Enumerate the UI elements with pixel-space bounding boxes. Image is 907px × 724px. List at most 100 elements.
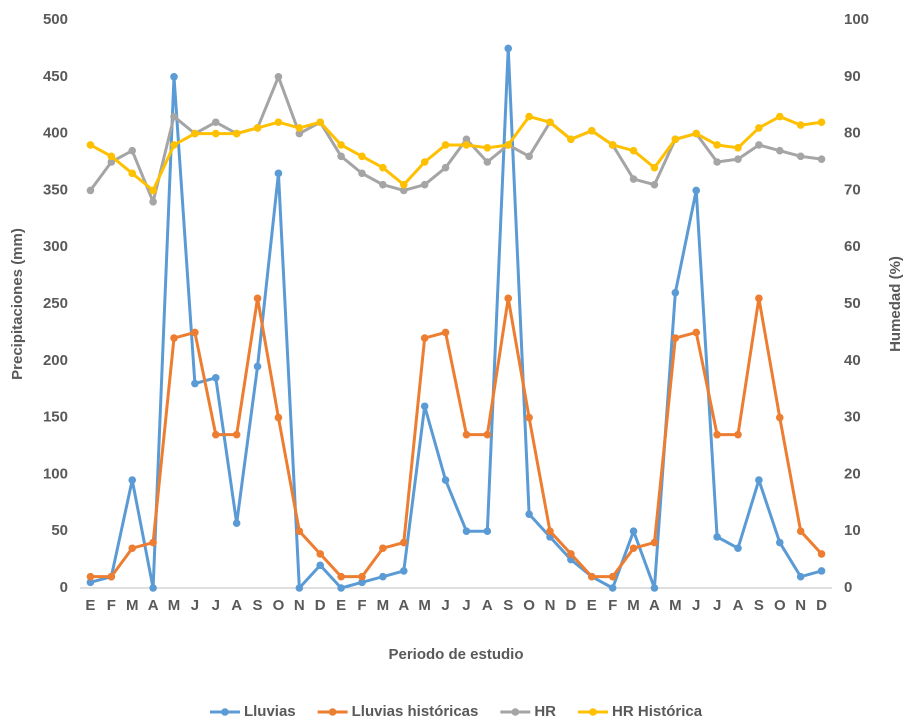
data-point	[734, 544, 742, 553]
data-point	[462, 527, 471, 535]
data-point	[316, 550, 325, 558]
data-point	[86, 141, 95, 149]
data-point	[399, 538, 408, 547]
legend-swatch-marker	[511, 708, 520, 716]
data-point	[107, 152, 116, 161]
x-tick-label: A	[398, 597, 409, 614]
x-tick-label: J	[212, 597, 220, 614]
data-point	[358, 578, 366, 587]
data-point	[546, 527, 554, 535]
y-tick-label: 0	[60, 579, 68, 596]
data-point	[170, 73, 178, 81]
x-tick-label: D	[565, 597, 576, 614]
x-tick-label: A	[231, 597, 242, 614]
data-point	[796, 572, 805, 581]
data-point	[817, 567, 826, 575]
data-point	[128, 169, 137, 178]
data-point	[379, 572, 387, 581]
data-point	[379, 180, 387, 189]
data-point	[817, 155, 826, 163]
data-point	[441, 141, 450, 149]
data-point	[525, 413, 533, 422]
legend-swatch-marker	[221, 708, 229, 716]
y-tick-label: 350	[43, 181, 68, 198]
x-tick-label: S	[503, 597, 513, 614]
series-line	[89, 75, 822, 204]
data-point	[483, 158, 492, 166]
data-point	[483, 430, 492, 439]
data-point	[504, 141, 513, 149]
data-point	[775, 413, 784, 422]
data-point	[713, 141, 721, 149]
x-axis-title: Periodo de estudio	[388, 646, 523, 663]
data-point	[399, 186, 408, 195]
data-point	[567, 550, 575, 558]
x-tick-label: S	[253, 597, 263, 614]
data-point	[316, 561, 325, 570]
data-point	[379, 163, 387, 172]
y-tick-label: 50	[51, 522, 68, 539]
data-point	[713, 430, 721, 439]
data-point	[232, 519, 241, 528]
data-point	[86, 578, 95, 587]
y2-tick-label: 10	[844, 522, 861, 539]
y-tick-label: 200	[43, 352, 68, 369]
data-point	[211, 129, 220, 138]
data-point	[295, 129, 304, 138]
data-point	[399, 180, 408, 189]
data-point	[274, 169, 283, 178]
data-point	[316, 118, 325, 127]
y2-tick-label: 50	[844, 295, 861, 312]
data-point	[399, 567, 408, 575]
legend-item: HR	[500, 703, 556, 720]
data-point	[128, 146, 137, 155]
data-point	[274, 413, 283, 422]
data-point	[149, 538, 157, 547]
data-point	[295, 124, 304, 132]
data-point	[525, 112, 533, 121]
x-tick-label: M	[377, 597, 390, 614]
data-point	[796, 527, 805, 535]
x-tick-label: D	[816, 597, 827, 614]
data-point	[587, 126, 596, 135]
x-tick-label: E	[587, 597, 597, 614]
data-point	[441, 328, 450, 337]
data-point	[170, 112, 178, 121]
data-point	[232, 129, 241, 138]
data-point	[629, 175, 638, 183]
data-point	[525, 510, 533, 518]
data-point	[483, 527, 492, 535]
x-tick-label: M	[669, 597, 682, 614]
y2-tick-label: 70	[844, 181, 861, 198]
y-tick-label: 100	[43, 465, 68, 482]
data-point	[149, 584, 157, 592]
data-point	[671, 288, 680, 297]
y-tick-label: 450	[43, 68, 68, 85]
data-point	[420, 180, 429, 189]
data-point	[337, 572, 345, 581]
x-tick-label: M	[418, 597, 431, 614]
data-point	[358, 572, 366, 581]
y2-tick-label: 90	[844, 68, 861, 85]
y2-tick-label: 100	[844, 11, 869, 28]
y2-tick-label: 0	[844, 579, 852, 596]
legend-item: Lluvias	[209, 703, 296, 720]
data-point	[692, 129, 701, 138]
data-point	[420, 402, 429, 411]
y-tick-label: 150	[43, 409, 68, 426]
data-point	[692, 328, 701, 337]
x-tick-label: J	[462, 597, 470, 614]
y2-tick-label: 60	[844, 238, 861, 255]
data-point	[650, 538, 659, 547]
legend-label: HR	[534, 703, 556, 720]
data-point	[608, 584, 617, 592]
data-point	[755, 141, 763, 149]
data-point	[755, 476, 763, 484]
data-point	[128, 544, 137, 553]
x-tick-label: N	[545, 597, 556, 614]
data-point	[692, 186, 701, 195]
data-point	[462, 141, 471, 149]
data-point	[629, 146, 638, 155]
